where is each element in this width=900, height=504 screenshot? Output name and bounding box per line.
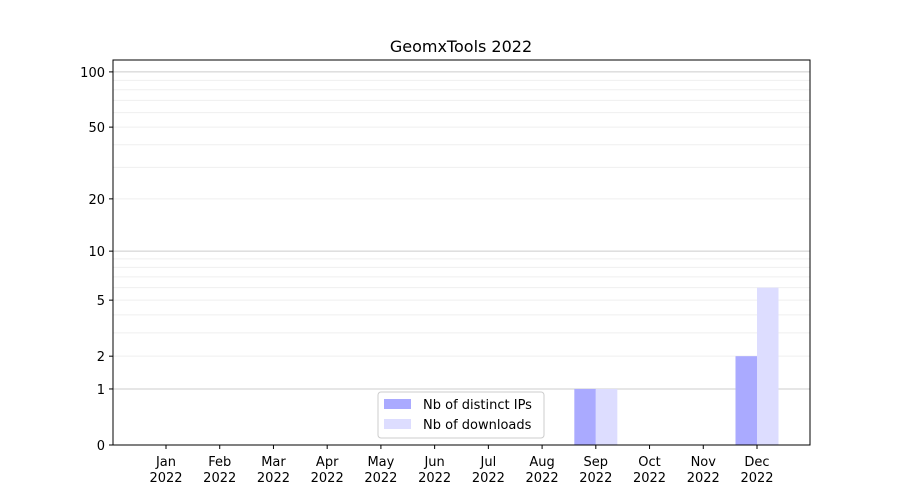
y-tick-label: 2 (97, 350, 105, 365)
x-tick-label: Oct 2022 (633, 455, 666, 486)
x-tick-label: May 2022 (364, 455, 397, 486)
x-tick-label: Nov 2022 (687, 455, 720, 486)
legend-swatch (384, 399, 411, 409)
x-tick-label: Jan 2022 (149, 455, 182, 486)
bar-nb-of-downloads (595, 388, 618, 445)
y-tick-label: 100 (80, 66, 105, 81)
y-tick-label: 10 (88, 245, 105, 260)
bar-nb-of-distinct-ips (735, 356, 757, 445)
x-tick-label: Dec 2022 (740, 455, 773, 486)
legend-box (377, 391, 545, 439)
bar-nb-of-downloads (757, 287, 779, 445)
x-tick-label: Jun 2022 (418, 455, 451, 486)
x-tick-label: Jul 2022 (472, 455, 505, 486)
x-tick-label: Feb 2022 (203, 455, 236, 486)
legend-label: Nb of distinct IPs (423, 398, 532, 413)
y-tick-label: 0 (97, 439, 105, 454)
x-tick-label: Apr 2022 (311, 455, 344, 486)
y-tick-label: 1 (97, 383, 105, 398)
y-tick-label: 50 (88, 121, 105, 136)
plot-frame (112, 59, 811, 446)
legend: Nb of distinct IPs Nb of downloads (377, 391, 545, 439)
y-tick-label: 5 (97, 294, 105, 309)
x-tick-label: Sep 2022 (579, 455, 612, 486)
bar-nb-of-distinct-ips (574, 388, 596, 445)
legend-swatch (384, 419, 411, 429)
x-tick-label: Mar 2022 (257, 455, 290, 486)
x-tick-label: Aug 2022 (526, 455, 559, 486)
chart-title: GeomxTools 2022 (390, 37, 532, 56)
legend-label: Nb of downloads (423, 418, 532, 433)
y-tick-label: 20 (88, 193, 105, 208)
